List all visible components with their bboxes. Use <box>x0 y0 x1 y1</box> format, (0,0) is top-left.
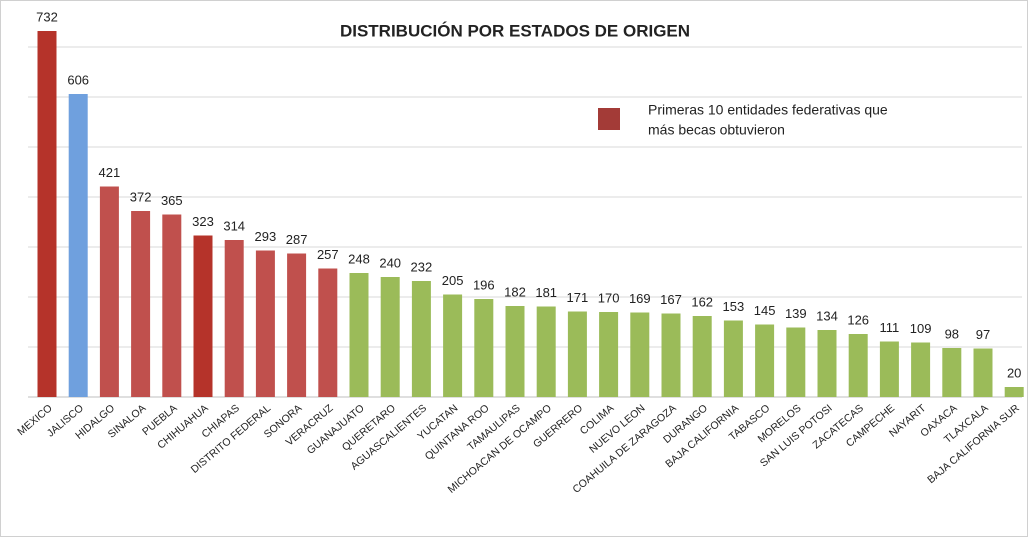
data-label: 167 <box>660 292 682 307</box>
bar <box>567 311 587 397</box>
bar <box>755 324 775 397</box>
bar <box>380 277 400 397</box>
bar <box>443 294 463 397</box>
bar <box>848 334 868 397</box>
data-label: 134 <box>816 308 838 323</box>
data-label: 240 <box>379 255 401 270</box>
bar <box>68 94 88 397</box>
bar <box>599 312 619 397</box>
bar <box>287 253 307 397</box>
data-label: 293 <box>255 229 277 244</box>
bar <box>255 250 275 397</box>
data-label: 257 <box>317 247 339 262</box>
data-label: 170 <box>598 290 620 305</box>
bar <box>942 348 962 397</box>
bar <box>692 316 712 397</box>
data-label: 126 <box>847 312 869 327</box>
bar <box>661 313 681 397</box>
bar <box>131 211 151 397</box>
bar <box>99 186 119 397</box>
data-label: 20 <box>1007 365 1021 380</box>
bar <box>1004 387 1024 397</box>
bar <box>536 306 556 397</box>
data-label: 162 <box>691 294 713 309</box>
bar <box>505 306 525 397</box>
bar <box>318 268 338 397</box>
bar <box>817 330 837 397</box>
data-label: 196 <box>473 277 495 292</box>
bar <box>879 341 899 397</box>
bar <box>630 312 650 397</box>
data-label: 153 <box>723 299 745 314</box>
legend-label: más becas obtuvieron <box>648 122 785 138</box>
bar <box>911 342 931 397</box>
data-label: 169 <box>629 291 651 306</box>
bar <box>474 299 494 397</box>
legend-swatch <box>598 108 620 130</box>
data-label: 139 <box>785 306 807 321</box>
bar <box>224 240 244 397</box>
data-label: 181 <box>535 285 557 300</box>
data-label: 109 <box>910 321 932 336</box>
data-label: 287 <box>286 232 308 247</box>
legend-label: Primeras 10 entidades federativas que <box>648 102 888 118</box>
data-label: 323 <box>192 214 214 229</box>
bar <box>786 327 806 397</box>
bar <box>193 235 213 397</box>
data-label: 97 <box>976 327 990 342</box>
data-label: 248 <box>348 251 370 266</box>
data-label: 365 <box>161 193 183 208</box>
chart-title: DISTRIBUCIÓN POR ESTADOS DE ORIGEN <box>340 21 690 40</box>
data-label: 421 <box>99 165 121 180</box>
data-label: 732 <box>36 9 58 24</box>
bar <box>723 320 743 397</box>
data-label: 145 <box>754 303 776 318</box>
data-label: 98 <box>945 326 959 341</box>
bar <box>349 273 369 397</box>
bar <box>162 214 182 397</box>
data-label: 314 <box>223 218 245 233</box>
bar <box>973 348 993 397</box>
data-label: 182 <box>504 284 526 299</box>
data-label: 606 <box>67 72 89 87</box>
data-label: 232 <box>411 259 433 274</box>
data-label: 111 <box>880 320 900 335</box>
data-label: 205 <box>442 273 464 288</box>
data-label: 171 <box>567 290 589 305</box>
bar <box>37 31 57 397</box>
data-label: 372 <box>130 189 152 204</box>
bar <box>411 281 431 397</box>
